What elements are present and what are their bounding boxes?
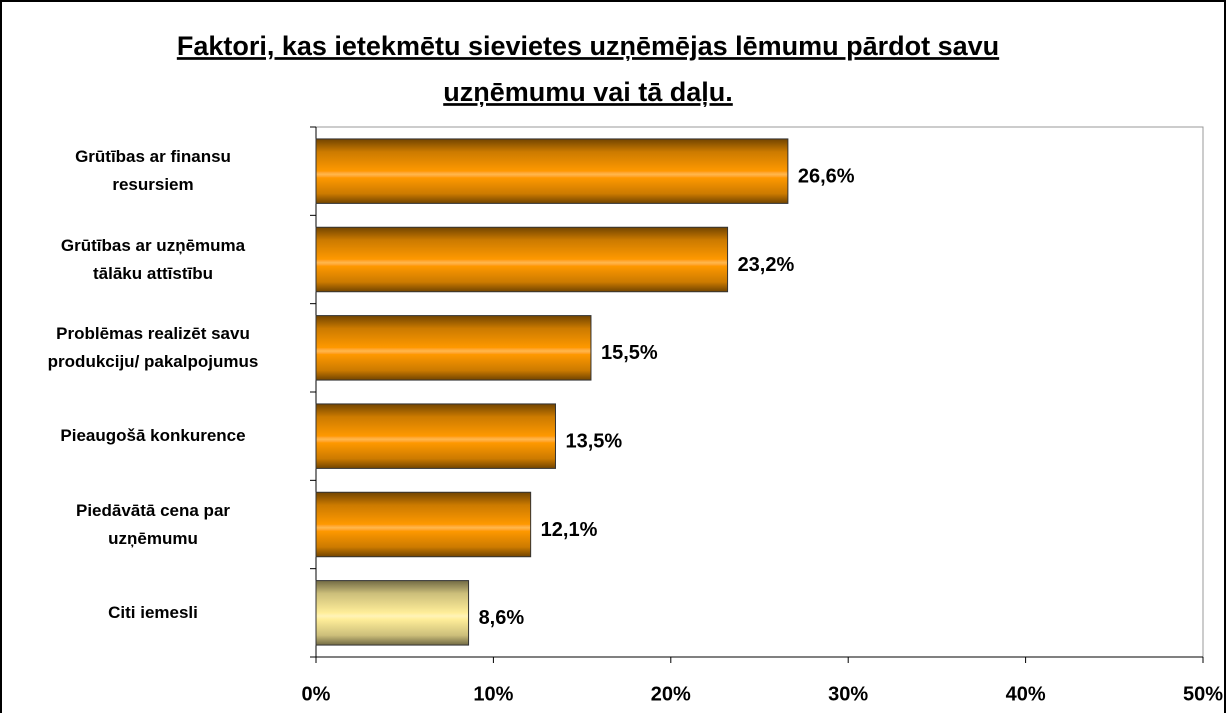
x-tick-label: 50% [1183,683,1223,705]
bar [315,491,532,558]
bar [315,315,592,381]
bar [315,138,789,204]
bar [315,403,556,469]
x-tick-label: 30% [828,683,868,705]
x-tick-label: 20% [651,683,691,705]
value-label: 12,1% [541,519,598,541]
y-tick-label: Pieaugošā konkurence [60,426,246,446]
y-tick-label: Problēmas realizēt savu produkciju/ paka… [47,323,259,371]
bar [315,226,729,293]
x-tick-label: 40% [1006,683,1046,705]
value-label: 8,6% [479,607,525,629]
x-tick-label: 10% [473,683,513,705]
chart-title: Faktori, kas ietekmētu sievietes uzņēmēj… [177,31,999,61]
chart-title: uzņēmumu vai tā daļu. [443,77,733,107]
y-tick-label: Grūtības ar finansu resursiem [75,147,231,195]
y-tick-label: Grūtības ar uzņēmuma tālāku attīstību [60,235,246,283]
bar [315,580,470,646]
plot-area [315,126,1204,658]
value-label: 23,2% [738,254,795,276]
y-tick-label: Citi iemesli [108,602,198,622]
value-label: 26,6% [798,165,855,187]
value-label: 13,5% [565,430,622,452]
value-label: 15,5% [601,342,658,364]
x-tick-label: 0% [302,683,331,705]
y-tick-label: Piedāvātā cena par uzņēmumu [75,500,231,548]
